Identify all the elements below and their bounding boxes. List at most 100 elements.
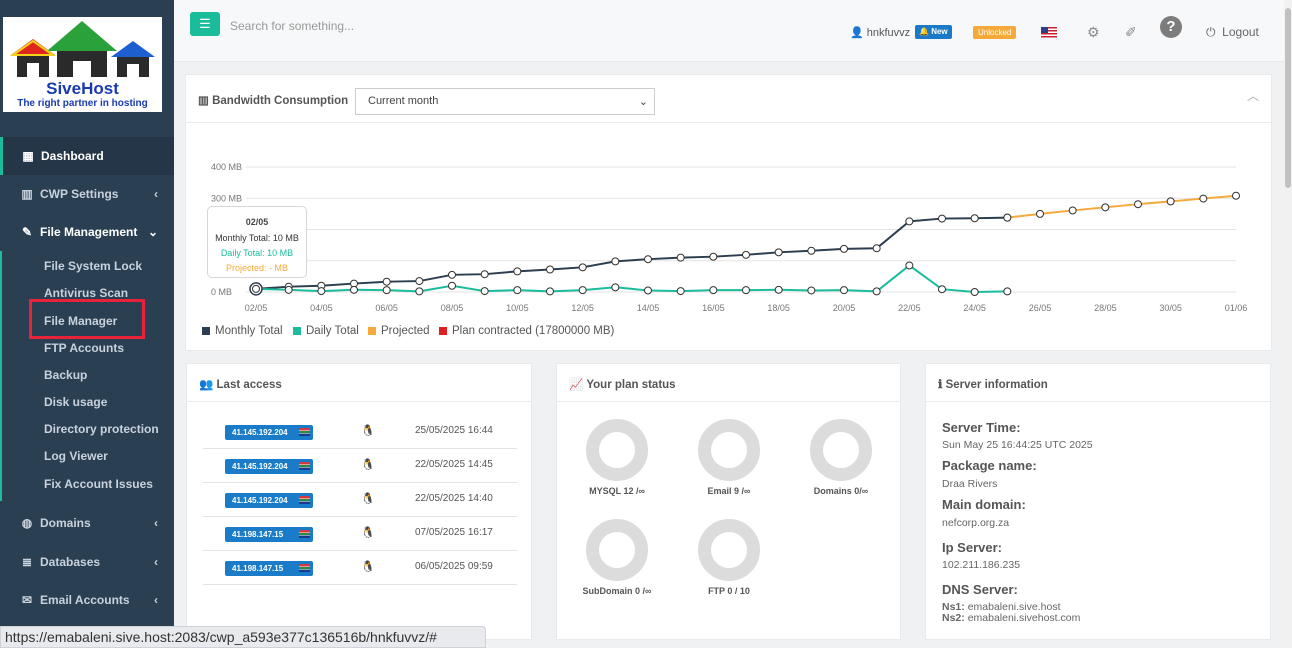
data-point-monthly-total <box>513 267 522 276</box>
sidebar-item-email-accounts[interactable]: ✉ Email Accounts ‹ <box>0 581 174 619</box>
sidebar-item-databases[interactable]: ≣ Databases ‹ <box>0 543 174 581</box>
unlocked-badge[interactable]: Unlocked <box>973 26 1017 39</box>
data-point-monthly-total <box>840 244 848 253</box>
access-row: 41.145.192.204 🐧 25/05/2025 16:44 <box>203 415 517 449</box>
submenu-ftp-accounts[interactable]: FTP Accounts <box>44 341 125 355</box>
chevron-left-icon: ‹ <box>154 555 158 569</box>
data-point-daily-total <box>578 286 587 295</box>
sidebar-item-label: File Management <box>40 225 138 239</box>
help-icon[interactable]: ? <box>1160 16 1182 38</box>
data-point-monthly-total <box>872 244 881 253</box>
subdomain-label: SubDomain 0 /∞ <box>582 586 652 596</box>
data-point-daily-total <box>317 287 326 296</box>
y-tick-label: 300 MB <box>211 193 242 203</box>
plan-status-header: 📈 Your plan status <box>557 364 900 402</box>
submenu-disk-usage[interactable]: Disk usage <box>44 395 108 409</box>
data-point-daily-total <box>938 285 946 294</box>
data-point-monthly-total <box>448 270 456 279</box>
ip-badge: 41.145.192.204 <box>225 425 313 440</box>
x-tick-label: 30/05 <box>1159 303 1182 313</box>
legend-label: Projected <box>381 325 430 337</box>
chevron-left-icon: ‹ <box>154 516 158 530</box>
logout-button[interactable]: ⏻ Logout <box>1206 25 1259 40</box>
submenu-log-viewer[interactable]: Log Viewer <box>44 449 108 463</box>
ip-server-value: 102.211.186.235 <box>942 559 1021 571</box>
data-point-daily-total <box>905 261 914 270</box>
x-tick-label: 06/05 <box>375 303 398 313</box>
collapse-icon[interactable]: ︿ <box>1246 89 1259 103</box>
submenu-file-manager[interactable]: File Manager <box>44 314 118 328</box>
package-value: Draa Rivers <box>942 478 998 490</box>
subdomain-donut <box>586 519 648 581</box>
data-point-monthly-total <box>415 277 424 286</box>
sidebar-item-file-management[interactable]: ✎ File Management ⌄ <box>0 213 174 251</box>
file-management-submenu: File System Lock Antivirus Scan File Man… <box>0 251 174 501</box>
linux-icon: 🐧 <box>361 493 375 505</box>
plan-status-panel: 📈 Your plan status MYSQL 12 /∞ Email 9 /… <box>556 363 901 640</box>
power-icon: ⏻ <box>1206 25 1216 39</box>
new-notifications-badge[interactable]: 🔔 New <box>915 25 952 39</box>
search-input[interactable] <box>230 17 530 35</box>
submenu-fix-account-issues[interactable]: Fix Account Issues <box>44 477 153 491</box>
dashboard-icon: ▦ <box>22 149 34 163</box>
submenu-antivirus-scan[interactable]: Antivirus Scan <box>44 286 129 300</box>
brush-icon[interactable]: ✐ <box>1125 24 1137 40</box>
data-point-projected <box>1134 200 1142 209</box>
data-point-daily-total <box>807 286 816 295</box>
legend-daily[interactable]: Daily Total <box>293 325 359 337</box>
user-menu[interactable]: 👤 hnkfuvvz <box>850 26 910 39</box>
sidebar-item-label: Domains <box>40 516 91 530</box>
ip-address: 41.145.192.204 <box>232 462 288 471</box>
cogs-icon[interactable]: ⚙ <box>1087 24 1100 40</box>
tooltip-projected: Projected: - MB <box>225 263 289 273</box>
top-bar: ☰ 👤 hnkfuvvz 🔔 New Unlocked ⚙ ✐ ? ⏻ Logo… <box>174 0 1284 62</box>
submenu-file-system-lock[interactable]: File System Lock <box>44 259 143 273</box>
legend-monthly[interactable]: Monthly Total <box>202 325 283 337</box>
chevron-left-icon: ‹ <box>154 187 158 201</box>
data-point-daily-total <box>676 287 685 296</box>
data-point-daily-total <box>644 286 652 295</box>
submenu-backup[interactable]: Backup <box>44 368 88 382</box>
new-badge-label: New <box>931 27 948 36</box>
chevron-down-icon: ⌄ <box>147 225 158 239</box>
bar-chart-icon: ▥ <box>21 187 33 201</box>
mysql-donut <box>586 419 648 481</box>
za-flag-icon <box>299 496 310 504</box>
ns2-line: Ns2: emabaleni.sivehost.com <box>942 612 1080 624</box>
page-scrollbar[interactable] <box>1284 0 1292 648</box>
server-time-value: Sun May 25 16:44:25 UTC 2025 <box>942 439 1093 451</box>
sivehost-logo[interactable]: SiveHost The right partner in hosting <box>3 17 162 112</box>
sidebar-item-dashboard[interactable]: ▦ Dashboard <box>0 137 174 175</box>
data-point-monthly-total <box>578 263 587 272</box>
data-point-monthly-total <box>480 270 489 279</box>
access-date: 22/05/2025 14:45 <box>415 459 493 470</box>
ip-address: 41.198.147.15 <box>232 564 284 573</box>
period-select-value: Current month <box>368 95 439 107</box>
sidebar-item-cwp-settings[interactable]: ▥ CWP Settings ‹ <box>0 175 174 213</box>
data-point-daily-total <box>709 286 718 295</box>
x-tick-label: 16/05 <box>702 303 725 313</box>
legend-plan[interactable]: Plan contracted (17800000 MB) <box>439 325 614 337</box>
scroll-thumb[interactable] <box>1285 8 1291 188</box>
submenu-directory-protection[interactable]: Directory protection <box>44 422 159 436</box>
series-line-monthly-total <box>255 216 1008 290</box>
menu-toggle-button[interactable]: ☰ <box>190 12 220 36</box>
access-row: 41.145.192.204 🐧 22/05/2025 14:45 <box>203 449 517 483</box>
data-point-daily-total <box>252 284 260 293</box>
data-point-monthly-total <box>774 248 783 257</box>
info-icon: ℹ <box>938 379 943 391</box>
us-flag-icon[interactable] <box>1041 27 1057 38</box>
data-point-daily-total <box>513 286 522 295</box>
access-date: 22/05/2025 14:40 <box>415 493 493 504</box>
ip-address: 41.145.192.204 <box>232 496 288 505</box>
data-point-daily-total <box>480 287 489 296</box>
ip-badge: 41.145.192.204 <box>225 459 313 474</box>
x-tick-label: 28/05 <box>1094 303 1117 313</box>
legend-projected[interactable]: Projected <box>368 325 430 337</box>
access-date: 25/05/2025 16:44 <box>415 425 493 436</box>
period-select[interactable]: Current month ⌄ <box>355 88 655 115</box>
x-tick-label: 22/05 <box>898 303 921 313</box>
sidebar-item-domains[interactable]: ◍ Domains ‹ <box>0 504 174 542</box>
legend-label: Monthly Total <box>215 325 283 337</box>
username: hnkfuvvz <box>866 27 911 39</box>
